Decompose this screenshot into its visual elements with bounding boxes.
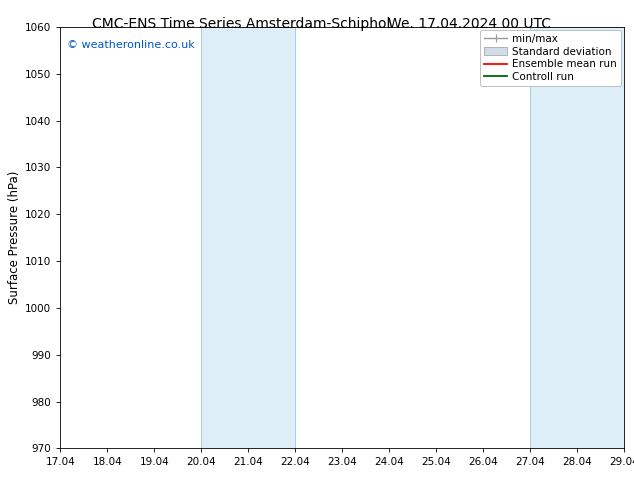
Y-axis label: Surface Pressure (hPa): Surface Pressure (hPa)	[8, 171, 21, 304]
Text: CMC-ENS Time Series Amsterdam-Schiphol: CMC-ENS Time Series Amsterdam-Schiphol	[92, 17, 390, 31]
Legend: min/max, Standard deviation, Ensemble mean run, Controll run: min/max, Standard deviation, Ensemble me…	[480, 30, 621, 86]
Bar	[201, 27, 295, 448]
Bar	[531, 27, 624, 448]
Text: We. 17.04.2024 00 UTC: We. 17.04.2024 00 UTC	[387, 17, 551, 31]
Text: © weatheronline.co.uk: © weatheronline.co.uk	[67, 40, 195, 49]
